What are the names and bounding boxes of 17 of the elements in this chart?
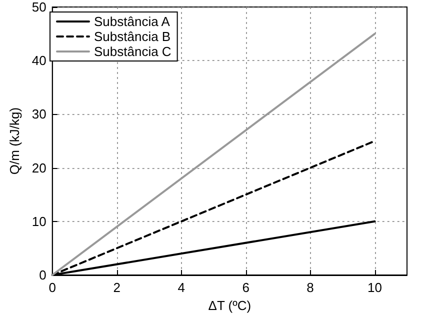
y-tick-label: 50	[32, 0, 46, 14]
x-tick-label: 4	[178, 280, 185, 295]
y-tick-label: 10	[32, 214, 46, 229]
x-tick-label: 8	[306, 280, 314, 295]
y-tick-label: 20	[32, 160, 46, 176]
legend-label: Substância A	[94, 14, 170, 29]
y-tick-label: 40	[32, 53, 46, 68]
x-tick-label: 0	[48, 280, 56, 295]
x-tick-label: 2	[113, 280, 120, 295]
y-tick-label: 30	[32, 106, 46, 122]
x-tick-label: 10	[368, 280, 382, 295]
legend-label: Substância B	[94, 29, 171, 44]
x-tick-label: 6	[242, 280, 250, 295]
y-axis-title: Q/m (kJ/kg)	[7, 107, 22, 175]
x-axis-title: ΔT (ºC)	[208, 298, 252, 313]
y-tick-label: 0	[39, 268, 46, 282]
legend-label: Substância C	[94, 44, 172, 59]
